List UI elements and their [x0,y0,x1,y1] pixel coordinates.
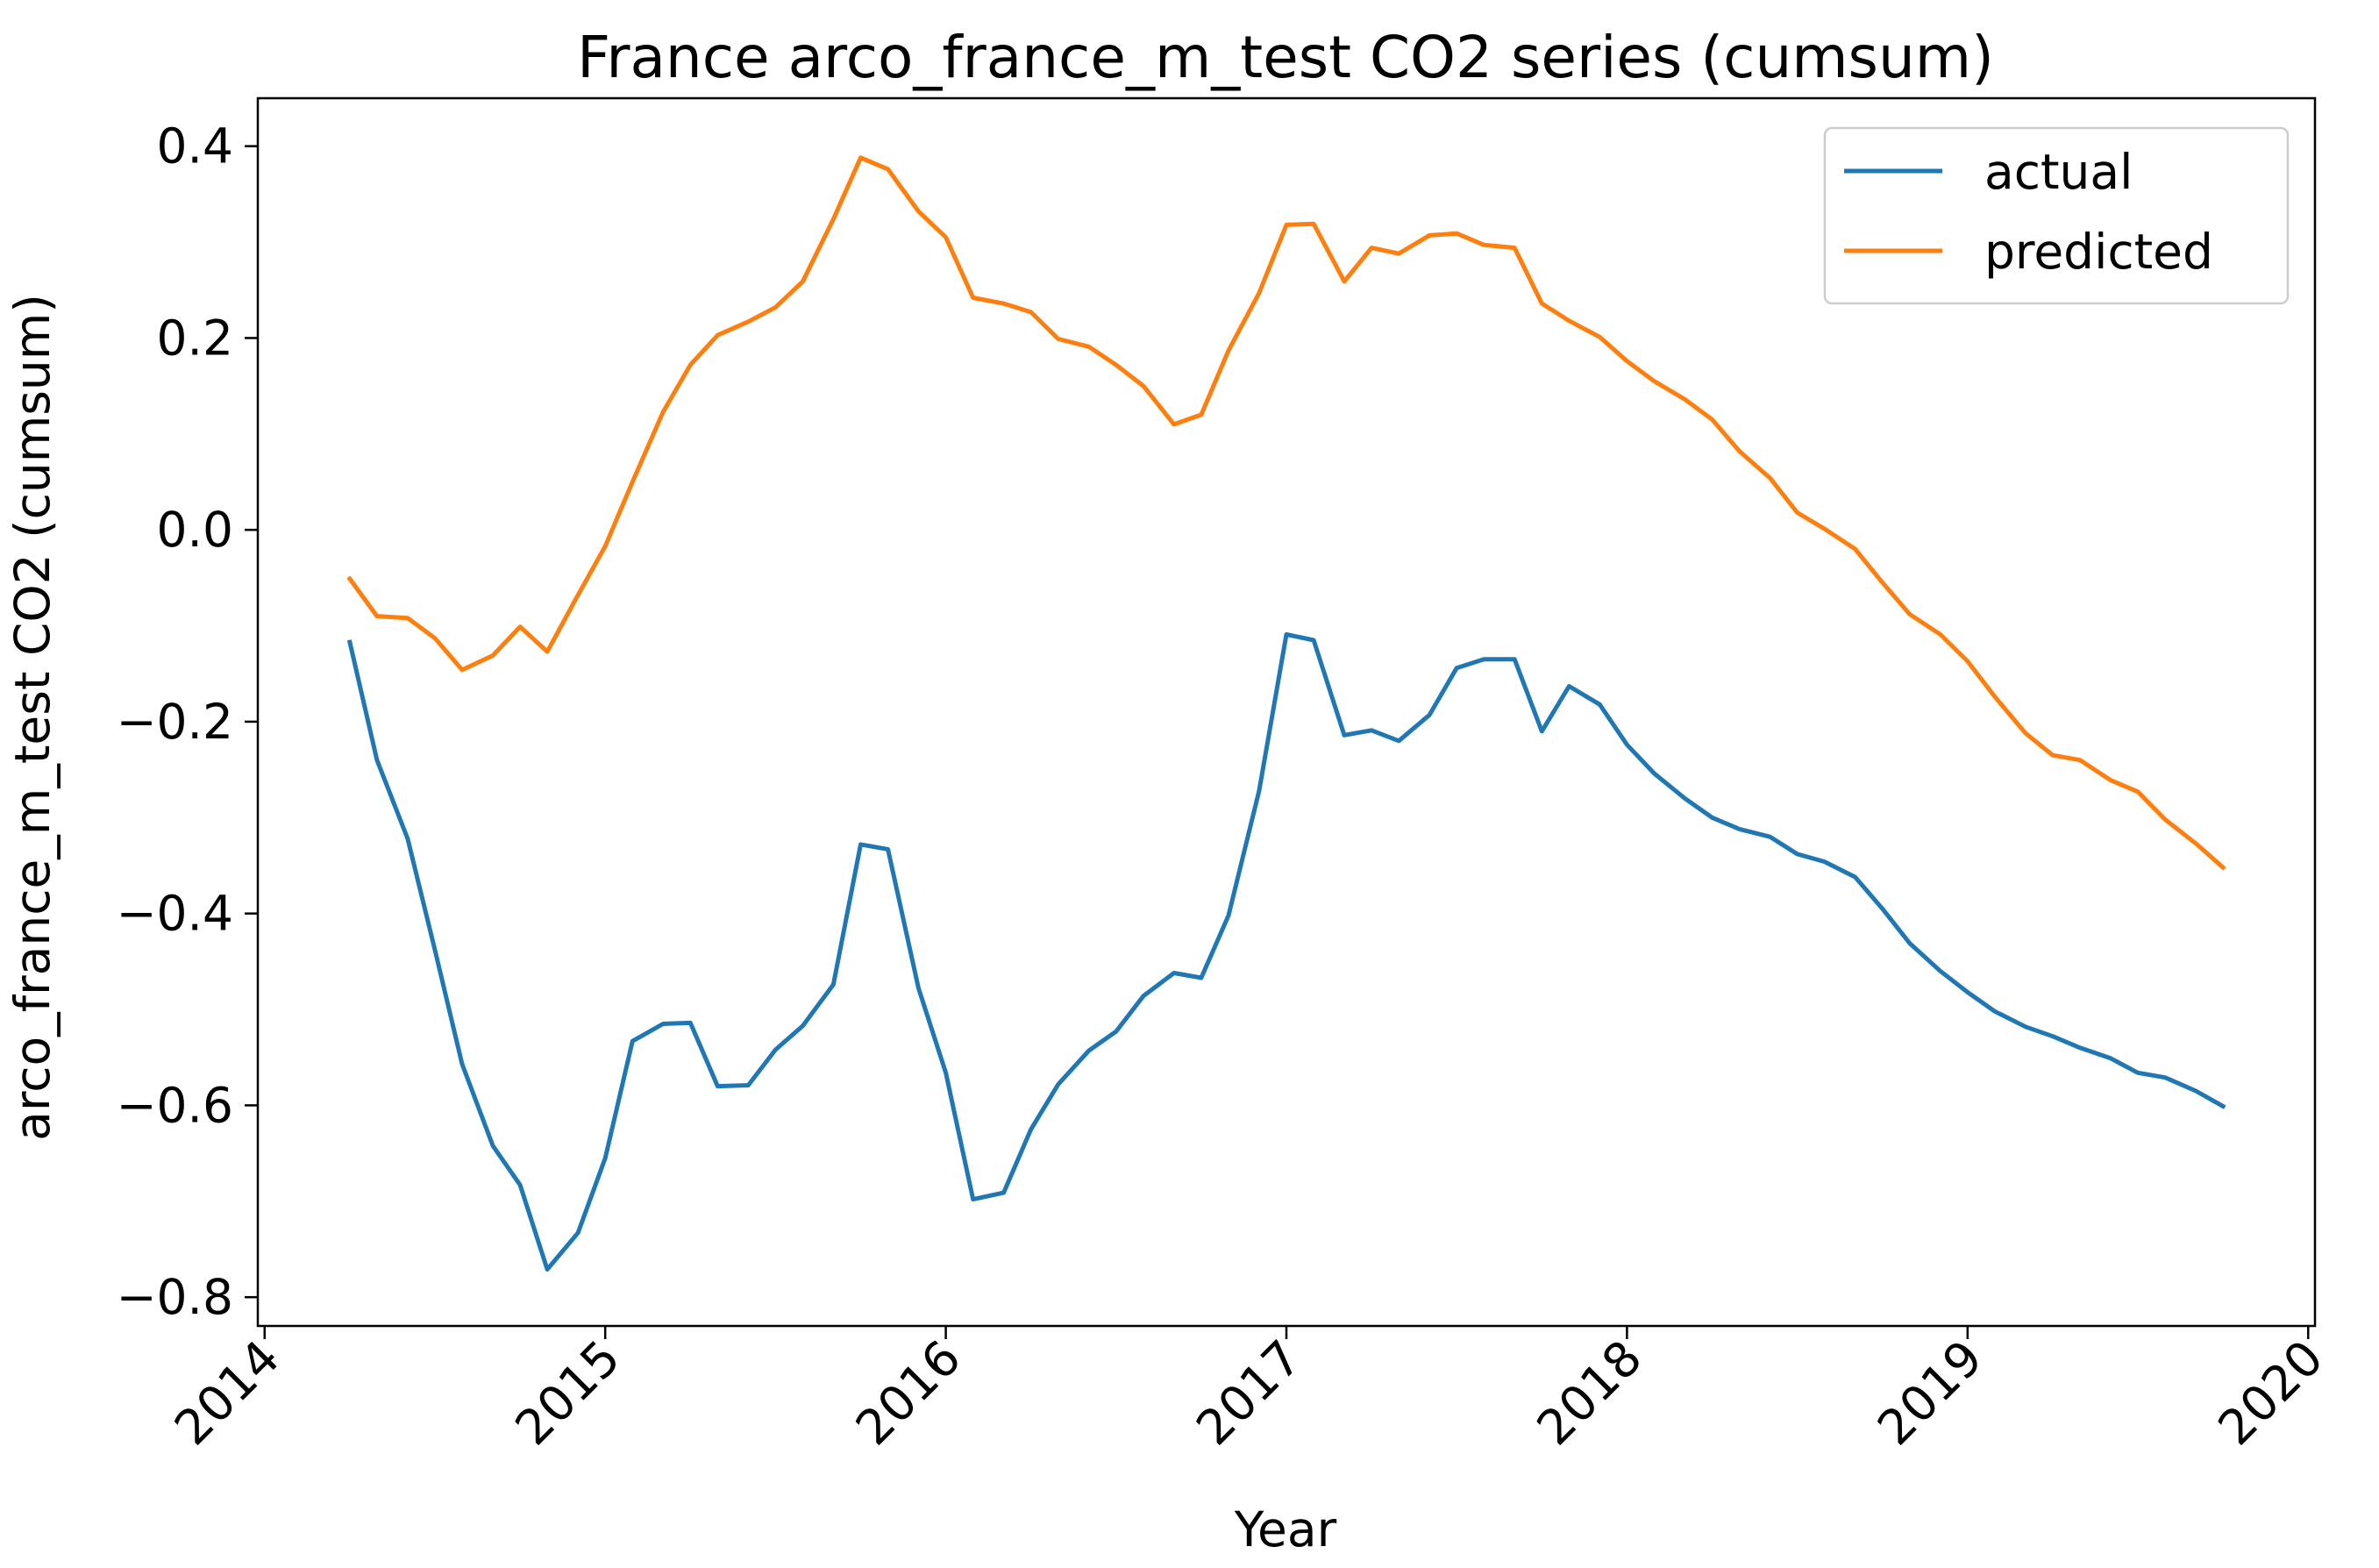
legend-label-predicted: predicted [1984,224,2213,280]
y-axis: −0.8 −0.6 −0.4 −0.2 0.0 0.2 0.4 [116,118,258,1325]
y-tick-label: −0.6 [116,1077,233,1133]
chart-title: France arco_france_m_test CO2 series (cu… [577,24,1994,91]
y-tick-label: 0.2 [157,310,233,366]
y-tick-label: −0.2 [116,694,233,750]
series-line-predicted [346,155,2226,871]
legend: actual predicted [1823,126,2290,305]
x-axis-label: Year [1234,1501,1337,1557]
y-tick-label: 0.0 [157,502,233,558]
series-layer [346,155,2226,1272]
y-axis-label: arco_france_m_test CO2 (cumsum) [4,294,61,1141]
y-tick-label: −0.8 [116,1269,233,1325]
y-tick-label: 0.4 [157,118,233,175]
legend-label-actual: actual [1984,144,2133,200]
y-tick-label: −0.4 [116,886,233,942]
series-line-actual [346,631,2226,1272]
